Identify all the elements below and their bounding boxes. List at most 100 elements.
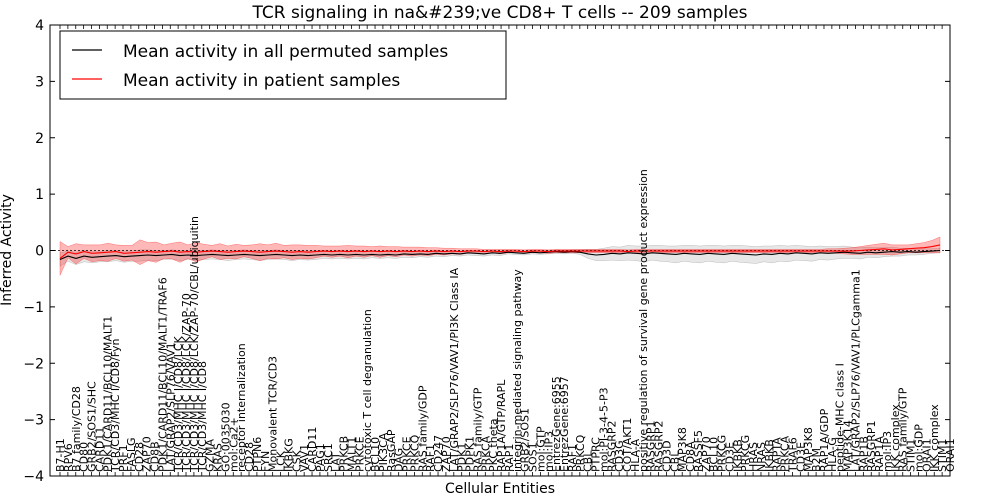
x-tick-label: NRAS	[755, 442, 768, 472]
x-tick-label: EntrezGene:6955	[550, 376, 563, 472]
x-tick-label: BCL10	[369, 437, 382, 472]
x-tick-label: PDK1	[456, 443, 469, 472]
x-tick-label: integrin-mediated signaling pathway	[511, 269, 524, 472]
x-tick-label: CD8B	[149, 441, 162, 472]
x-tick-label: IKBKG	[282, 438, 295, 472]
y-tick-label: 0	[35, 244, 44, 260]
legend-label-patient: Mean activity in patient samples	[123, 71, 400, 91]
x-tick-label: mol:IP3	[542, 431, 555, 472]
x-tick-label: PAG1	[314, 443, 327, 472]
x-tick-label: PDPK1	[464, 436, 477, 472]
x-tick-label: RASGRP2	[605, 420, 618, 472]
x-tick-label: GRB2/SOS1	[519, 408, 532, 472]
x-tick-label: mol:Ca2+	[227, 417, 240, 472]
x-tick-label: RAF1	[566, 444, 579, 472]
x-tick-label: RASGRP1	[645, 420, 658, 472]
chart-title: TCR signaling in na&#239;ve CD8+ T cells…	[251, 3, 747, 23]
y-tick-label: 3	[35, 74, 44, 90]
x-tick-label: TCR/CD3/MHC I/CD8/LCK/ZAP-70	[180, 293, 193, 473]
x-tick-label: PDK1/CARD11/BCL10/MALT1/TRAF6	[156, 277, 169, 472]
patient-band	[59, 236, 941, 276]
x-tick-label: RAP1B	[857, 436, 870, 472]
x-tick-label: RAS family/GTP	[471, 387, 484, 472]
y-tick-label: 4	[35, 18, 44, 34]
x-tick-label: LCK	[275, 450, 288, 472]
x-tick-label: RAP1A/GDP	[818, 408, 831, 472]
x-tick-label: PIK3CA	[377, 432, 390, 472]
legend-label-permuted: Mean activity in all permuted samples	[123, 42, 448, 62]
x-tick-label: HRAS	[747, 442, 760, 472]
x-tick-label: PKC theta	[487, 418, 500, 472]
x-tick-label: TRAF6	[787, 437, 800, 473]
x-tick-label: PRKCQ	[408, 434, 421, 472]
x-tick-label: PRKCA	[779, 435, 792, 472]
x-tick-label: CBL	[582, 450, 595, 472]
x-tick-label: IKK complex	[889, 404, 902, 472]
x-tick-label: SOS1	[527, 442, 540, 472]
mean-lines	[50, 244, 950, 261]
x-tick-label: CD3G	[613, 440, 626, 472]
x-tick-label: PRKCB	[338, 436, 351, 472]
x-tick-label: GRB2/SOS1/SHC	[86, 381, 99, 472]
x-tick-label: HLA-A	[629, 438, 642, 472]
x-tick-label: PRKCA	[479, 435, 492, 472]
x-tick-label: peptide-MHC class I	[834, 363, 847, 472]
x-tick-label: CD3E	[794, 442, 807, 472]
x-tick-label: mol:IP3	[881, 431, 894, 472]
x-tick-label: RASGRP2	[653, 420, 666, 472]
x-tick-label: PRKCQ	[574, 434, 587, 472]
x-tick-label: TCR/CD3/MHC I/CD8/LCK/ZAP-70/CBL/ubiquit…	[188, 216, 201, 473]
x-tick-label: SRC1	[322, 443, 335, 472]
x-tick-label: B7-H1	[54, 438, 67, 472]
y-tick-label: −4	[23, 469, 44, 485]
x-tick-label: MAP3K14	[842, 420, 855, 472]
x-tick-label: TCR/CD3/MHC I/CD8/LCK	[172, 335, 185, 473]
x-tick-label: CD28	[243, 442, 256, 472]
y-tick-label: 2	[35, 131, 44, 147]
x-tick-label: LAT/GRAP2/SLP76/VAV1/PLCgamma1	[850, 269, 863, 472]
x-tick-label: MALT1	[345, 437, 358, 472]
x-tick-label: ORAI1	[920, 438, 933, 472]
x-tick-label: RasGAP	[385, 429, 398, 472]
x-tick-label: HLA-G	[826, 437, 839, 472]
x-tick-label: RAP1A	[873, 436, 886, 472]
x-tick-label: PRF1	[117, 444, 130, 472]
x-tick-label: CBL	[668, 450, 681, 472]
x-tick-label: RAF1	[424, 444, 437, 472]
x-tick-label: GZMA	[204, 438, 217, 472]
x-tick-label: CD80	[78, 442, 91, 472]
x-tick-label: DAG	[393, 448, 406, 472]
x-tick-label: CD3D	[661, 440, 674, 472]
x-tick-label: mol:GDP	[913, 424, 926, 472]
x-tick-label: IKK complex	[928, 404, 941, 472]
x-tick-label: ORAI1	[944, 438, 957, 472]
x-tick-label: B7 family/CD28	[70, 386, 83, 472]
y-tick-label: −3	[23, 413, 44, 429]
x-tick-label: cytotoxic T cell degranulation	[361, 309, 374, 472]
y-axis-label: Inferred Activity	[0, 194, 15, 306]
x-tick-label: TCR/CD3/MHC I/CD8/Fyn	[109, 338, 122, 473]
x-tick-label: PTPN6	[251, 437, 264, 472]
x-tick-label: GO:0035030	[219, 402, 232, 472]
x-tick-label: CD247	[432, 435, 445, 472]
y-axis: −4 −3 −2 −1 0 1 2 3 4	[23, 18, 950, 485]
x-tick-label: RAS family/GTP	[897, 387, 910, 472]
x-tick-label: ZAP70	[700, 436, 713, 472]
x-tick-label: RPV6	[62, 443, 75, 472]
x-tick-label: MAP3K8	[676, 427, 689, 472]
x-tick-label: FASLG	[125, 438, 138, 472]
x-tick-label: IKBKB	[763, 439, 776, 472]
x-tick-label: PRKCG	[716, 435, 729, 472]
legend-box	[59, 30, 507, 100]
y-tick-label: −2	[23, 356, 44, 372]
x-tick-label: EntrezGene:6957	[558, 376, 571, 472]
x-tick-label: ZAP70	[440, 436, 453, 472]
x-tick-label: CD3E	[724, 442, 737, 472]
x-tick-label: STIM1	[936, 439, 949, 472]
x-tick-label: PRKCE	[353, 436, 366, 472]
legend: Mean activity in all permuted samples Me…	[59, 30, 507, 100]
x-tick-label: MAP3K8	[802, 427, 815, 472]
x-tick-label: FYN	[259, 451, 272, 472]
